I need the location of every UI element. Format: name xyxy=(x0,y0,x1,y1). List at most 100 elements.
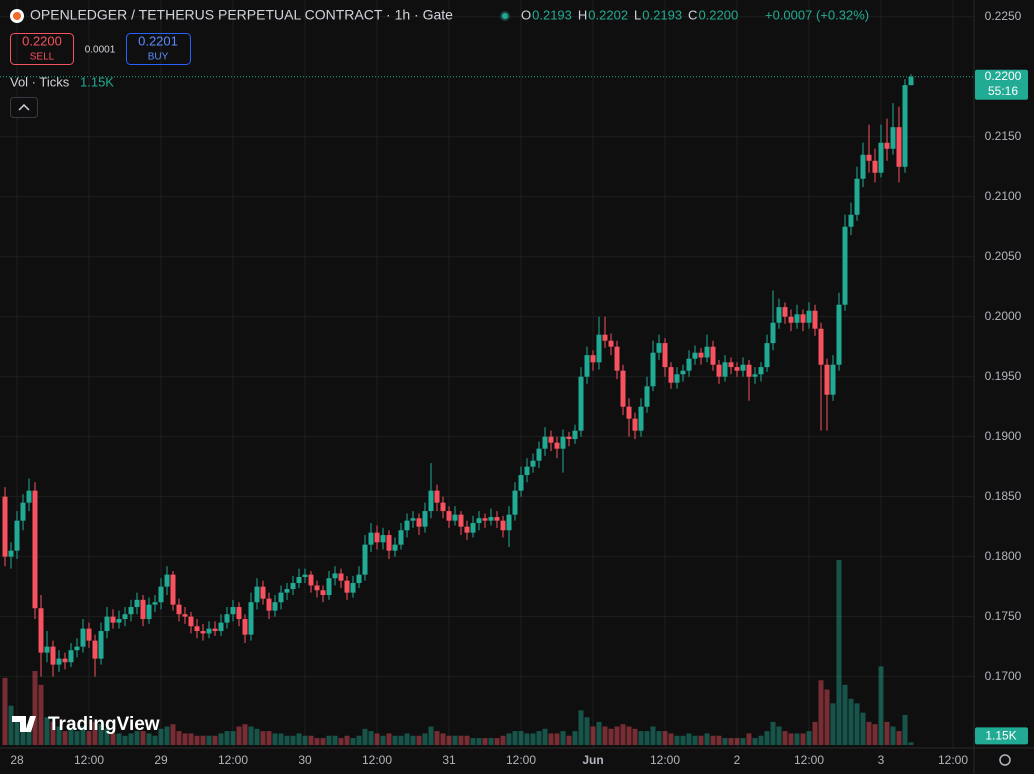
volume-bar xyxy=(548,733,554,745)
candle-body xyxy=(848,214,854,227)
sell-price: 0.2200 xyxy=(22,33,62,48)
buy-label: BUY xyxy=(148,52,169,63)
candle-body xyxy=(164,574,170,587)
volume-bar xyxy=(122,735,128,745)
volume-bar xyxy=(404,733,410,745)
volume-bar xyxy=(344,735,350,745)
sell-button[interactable] xyxy=(10,33,74,65)
volume-bar xyxy=(158,728,164,745)
candle-body xyxy=(440,502,446,512)
volume-bar xyxy=(494,738,500,745)
candle-body xyxy=(134,599,140,608)
volume-bar xyxy=(884,721,890,745)
volume-bar xyxy=(284,735,290,745)
candle-body xyxy=(686,358,692,371)
volume-bar xyxy=(104,728,110,745)
volume-bar xyxy=(428,726,434,745)
volume-bar xyxy=(416,735,422,745)
volume-bar xyxy=(242,724,248,745)
candle-body xyxy=(458,514,464,527)
volume-bar xyxy=(638,731,644,745)
candles xyxy=(2,74,914,677)
symbol-title[interactable]: OPENLEDGER / TETHERUS PERPETUAL CONTRACT… xyxy=(30,7,453,23)
volume-bar xyxy=(272,733,278,745)
volume-bar xyxy=(368,731,374,745)
candle-body xyxy=(404,520,410,531)
x-tick-label: 30 xyxy=(298,753,312,767)
candle-body xyxy=(476,518,482,524)
candle-body xyxy=(752,374,758,377)
candle-body xyxy=(506,514,512,531)
candle-body xyxy=(746,364,752,377)
candle-body xyxy=(140,599,146,620)
volume-bar xyxy=(116,733,122,745)
volume-bar xyxy=(476,738,482,745)
volume-bar xyxy=(584,717,590,745)
candle-body xyxy=(152,602,158,605)
volume-bar xyxy=(134,731,140,745)
candle-body xyxy=(392,544,398,551)
candle-body xyxy=(206,628,212,634)
candle-body xyxy=(632,418,638,431)
x-tick-label: 12:00 xyxy=(506,753,536,767)
candle-body xyxy=(416,518,422,527)
candle-body xyxy=(146,604,152,620)
candle-body xyxy=(842,226,848,305)
volume-bar xyxy=(530,733,536,745)
volume-bar xyxy=(902,714,908,745)
candle-body xyxy=(356,574,362,584)
settings-icon[interactable] xyxy=(999,754,1011,766)
x-tick-label: 2 xyxy=(734,753,741,767)
volume-bar xyxy=(188,733,194,745)
candle-body xyxy=(560,436,566,449)
collapse-button[interactable] xyxy=(10,97,38,118)
volume-bar xyxy=(554,733,560,745)
candle-body xyxy=(446,511,452,521)
candle-body xyxy=(884,142,890,149)
candle-body xyxy=(170,574,176,605)
candle-body xyxy=(362,544,368,575)
candle-body xyxy=(788,316,794,323)
volume-bar xyxy=(20,721,26,745)
volume-bar xyxy=(422,733,428,745)
candle-body xyxy=(554,442,560,449)
volume-bar xyxy=(692,735,698,745)
candle-body xyxy=(14,520,20,551)
volume-bar xyxy=(326,735,332,745)
candle-body xyxy=(128,607,134,615)
volume-bar xyxy=(734,738,740,745)
candle-body xyxy=(872,160,878,173)
x-tick-label: Jun xyxy=(582,753,603,767)
volume-bar xyxy=(362,728,368,745)
candle-body xyxy=(794,314,800,323)
volume-bar xyxy=(632,728,638,745)
volume-bar xyxy=(488,738,494,745)
y-tick-label: 0.1800 xyxy=(985,549,1022,563)
y-tick-label: 0.1900 xyxy=(985,429,1022,443)
candle-body xyxy=(566,436,572,440)
buy-button[interactable] xyxy=(126,33,191,65)
ohlc-key: O xyxy=(521,7,531,22)
y-tick-label: 0.1950 xyxy=(985,369,1022,383)
ohlc-value: 0.2200 xyxy=(698,7,738,22)
volume-bar xyxy=(44,717,50,745)
candle-body xyxy=(782,307,788,317)
volume-bar xyxy=(578,710,584,745)
volume-bar xyxy=(500,735,506,745)
volume-bar xyxy=(152,735,158,745)
volume-bar xyxy=(566,735,572,745)
countdown: 55:16 xyxy=(988,84,1018,98)
volume-bar xyxy=(458,735,464,745)
candle-body xyxy=(908,76,914,86)
candle-body xyxy=(614,346,620,371)
volume-bar xyxy=(290,735,296,745)
y-tick-label: 0.1700 xyxy=(985,669,1022,683)
candle-body xyxy=(398,530,404,545)
candle-body xyxy=(302,574,308,578)
candle-body xyxy=(68,650,74,663)
volume-bar xyxy=(560,731,566,745)
candle-body xyxy=(272,602,278,611)
volume-bar xyxy=(110,733,116,745)
volume-bar xyxy=(722,738,728,745)
candle-body xyxy=(518,475,524,491)
